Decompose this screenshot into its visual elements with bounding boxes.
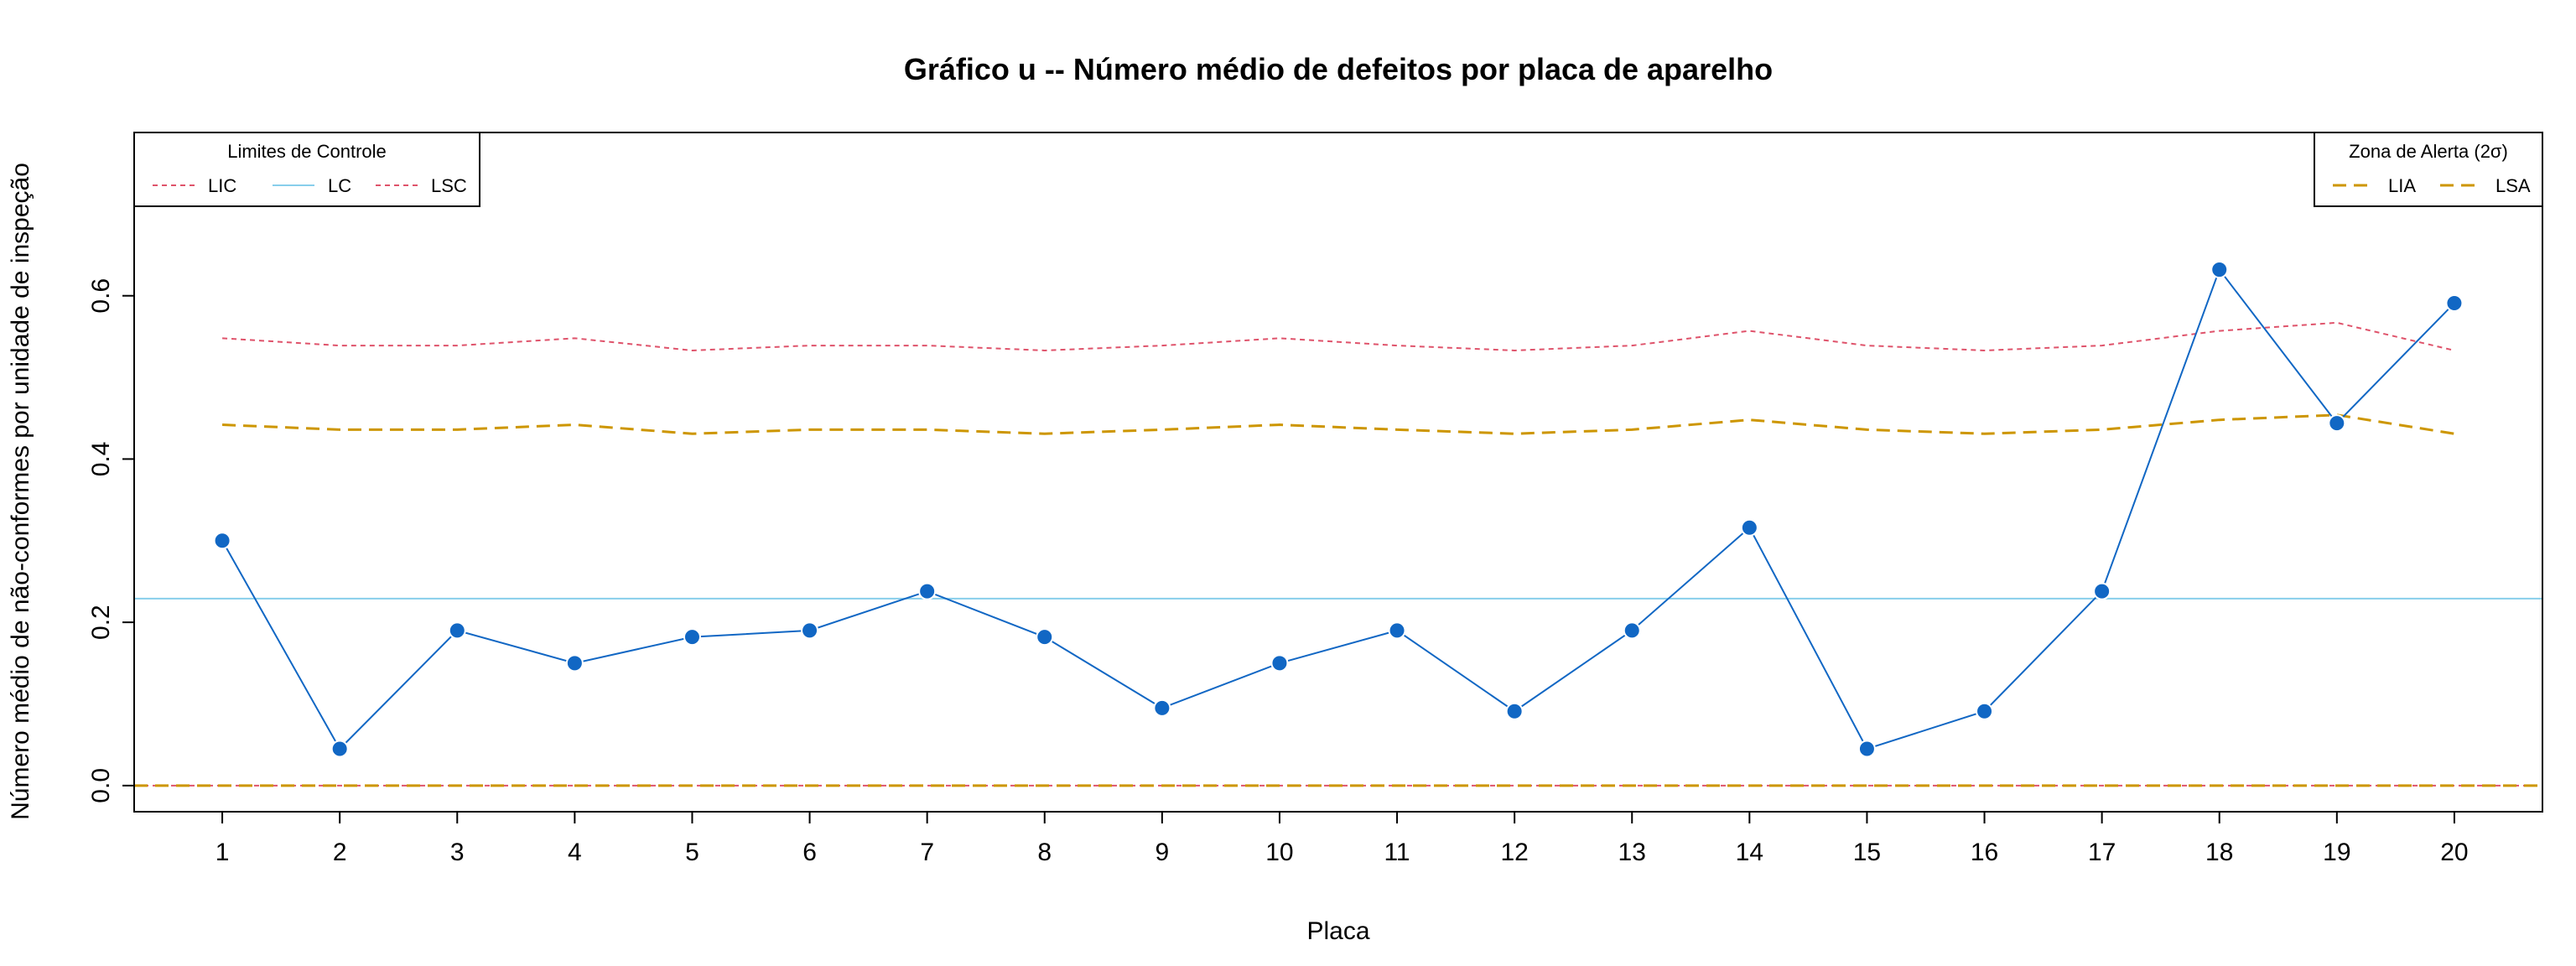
limit-line-lsa [222, 413, 2455, 435]
x-tick-label: 12 [1500, 839, 1528, 866]
data-point [1036, 628, 1054, 647]
legend-label: LC [328, 175, 351, 196]
legend-label: LIC [208, 175, 236, 196]
legend-box [133, 132, 480, 207]
data-point [2210, 261, 2229, 279]
data-point [801, 621, 819, 640]
data-point [2093, 582, 2111, 600]
x-tick-label: 20 [2440, 839, 2468, 866]
data-point [1270, 654, 1289, 673]
data-point [1388, 621, 1406, 640]
series-line [221, 267, 2455, 750]
data-point [448, 621, 466, 640]
x-tick-label: 2 [333, 839, 347, 866]
x-tick-label: 14 [1736, 839, 1763, 866]
limit-line-lsc [222, 321, 2455, 351]
data-point [1623, 621, 1641, 640]
y-tick-label: 0.2 [87, 605, 115, 640]
data-point [2328, 414, 2346, 433]
legend-label: LIA [2388, 175, 2416, 196]
legend-title: Zona de Alerta (2σ) [2349, 141, 2508, 162]
data-point [330, 740, 349, 758]
x-tick-label: 9 [1156, 839, 1170, 866]
y-tick-label: 0.6 [87, 278, 115, 314]
axes: 1 2 3 4 5 6 7 8 9 10 11 12 13 14 15 16 17 18 19 200.00.20.4… [87, 132, 2543, 866]
data-point [213, 532, 231, 550]
data-point [1505, 702, 1524, 720]
data-point [918, 582, 937, 600]
data-point [683, 628, 701, 647]
x-tick-label: 13 [1618, 839, 1646, 866]
plot-frame [133, 132, 2543, 813]
data-point [1857, 740, 1876, 758]
x-tick-label: 19 [2323, 839, 2350, 866]
data-series [213, 261, 2464, 758]
x-tick-label: 3 [450, 839, 465, 866]
legends: Limites de Controle LIC LC LSC Zona de Alert… [133, 132, 2543, 207]
x-tick-label: 18 [2205, 839, 2233, 866]
x-tick-label: 8 [1037, 839, 1052, 866]
data-point [1740, 518, 1758, 537]
x-axis-title: Placa [1306, 917, 1369, 945]
x-tick-label: 6 [802, 839, 817, 866]
data-point [1976, 702, 1994, 720]
y-tick-label: 0.4 [87, 442, 115, 477]
legend-label: LSC [431, 175, 467, 196]
legend-box [2314, 132, 2543, 207]
x-tick-label: 4 [568, 839, 582, 866]
chart-title: Gráfico u -- Número médio de defeitos po… [904, 52, 1773, 86]
x-tick-label: 15 [1853, 839, 1881, 866]
legend-label: LSA [2496, 175, 2531, 196]
x-tick-label: 7 [920, 839, 934, 866]
limit-lines [134, 321, 2542, 787]
data-point [2445, 293, 2464, 312]
x-tick-label: 17 [2088, 839, 2116, 866]
x-tick-label: 11 [1384, 839, 1410, 866]
data-point [1153, 699, 1171, 717]
x-tick-label: 5 [685, 839, 699, 866]
data-point [565, 654, 584, 673]
x-tick-label: 10 [1265, 839, 1293, 866]
x-tick-label: 1 [216, 839, 230, 866]
y-axis-title: Número médio de não-conformes por unidad… [7, 163, 34, 820]
x-tick-label: 16 [1971, 839, 1998, 866]
y-tick-label: 0.0 [87, 768, 115, 803]
legend-title: Limites de Controle [227, 141, 387, 162]
